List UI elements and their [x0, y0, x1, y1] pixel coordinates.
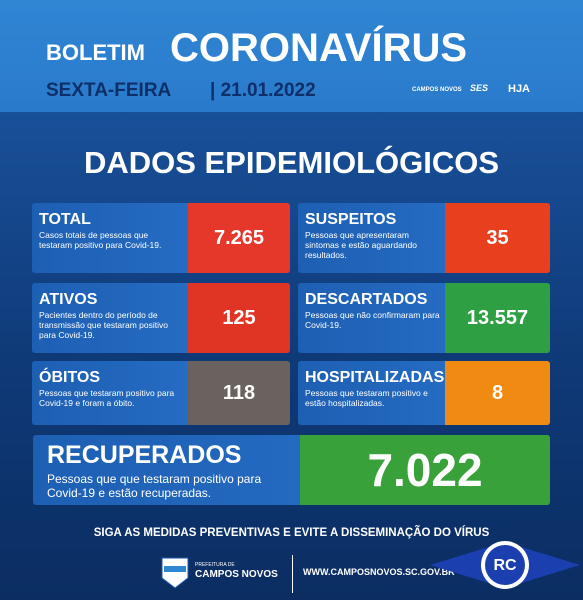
divider: [292, 555, 293, 593]
card: SUSPEITOS Pessoas que apresentaram sinto…: [298, 203, 550, 273]
card: ATIVOS Pacientes dentro do período de tr…: [32, 283, 290, 353]
card-value: 35: [445, 203, 550, 273]
card-description: Pessoas que apresentaram sintomas e estã…: [305, 230, 417, 260]
logo-text: CAMPOS NOVOS: [412, 87, 462, 93]
card-label: SUSPEITOS: [305, 211, 397, 228]
badge: RC: [430, 541, 580, 589]
website: WWW.CAMPOSNOVOS.SC.GOV.BR: [303, 567, 455, 577]
card-description: Casos totais de pessoas que testaram pos…: [39, 230, 162, 250]
logo-text: HJA: [508, 83, 531, 95]
header-prefix: BOLETIM: [46, 40, 145, 65]
card-value: 13.557: [445, 283, 550, 353]
recovered-label: RECUPERADOS: [47, 441, 242, 469]
card-value: 7.265: [188, 203, 290, 273]
card-description: Pessoas que testaram positivo para Covid…: [39, 388, 175, 408]
card-description: Pessoas que não confirmaram para Covid-1…: [305, 310, 440, 330]
card: DESCARTADOS Pessoas que não confirmaram …: [298, 283, 550, 353]
card-label: ATIVOS: [39, 291, 98, 308]
card-label: HOSPITALIZADAS: [305, 369, 445, 386]
card-label: TOTAL: [39, 211, 91, 228]
card-value: 125: [188, 283, 290, 353]
card-description: Pessoas que testaram positivo e estão ho…: [305, 388, 428, 408]
card-value: 118: [188, 361, 290, 425]
logo-text: SES: [470, 83, 489, 93]
header-title: CORONAVÍRUS: [170, 26, 468, 70]
card: ÓBITOS Pessoas que testaram positivo par…: [32, 361, 290, 425]
card: TOTAL Casos totais de pessoas que testar…: [32, 203, 290, 273]
card-label: DESCARTADOS: [305, 291, 428, 308]
header-band: [0, 0, 583, 112]
recovered-card: RECUPERADOS Pessoas que que testaram pos…: [33, 435, 550, 505]
header-day: SEXTA-FEIRA: [46, 80, 172, 101]
section-title: DADOS EPIDEMIOLÓGICOS: [83, 145, 500, 180]
recovered-description: Pessoas que que testaram positivo para C…: [47, 472, 262, 500]
badge-text: RC: [493, 557, 517, 574]
header-date: | 21.01.2022: [210, 80, 316, 101]
footer-message: SIGA AS MEDIDAS PREVENTIVAS E EVITE A DI…: [93, 527, 490, 539]
card-description: Pacientes dentro do período de transmiss…: [39, 310, 168, 340]
flag-icon: [161, 557, 189, 589]
recovered-value: 7.022: [300, 435, 550, 505]
card-label: ÓBITOS: [39, 369, 101, 386]
card-value: 8: [445, 361, 550, 425]
card: HOSPITALIZADAS Pessoas que testaram posi…: [298, 361, 550, 425]
logo: CAMPOS NOVOS: [195, 569, 278, 580]
logo-small: PREFEITURA DE: [195, 562, 235, 568]
